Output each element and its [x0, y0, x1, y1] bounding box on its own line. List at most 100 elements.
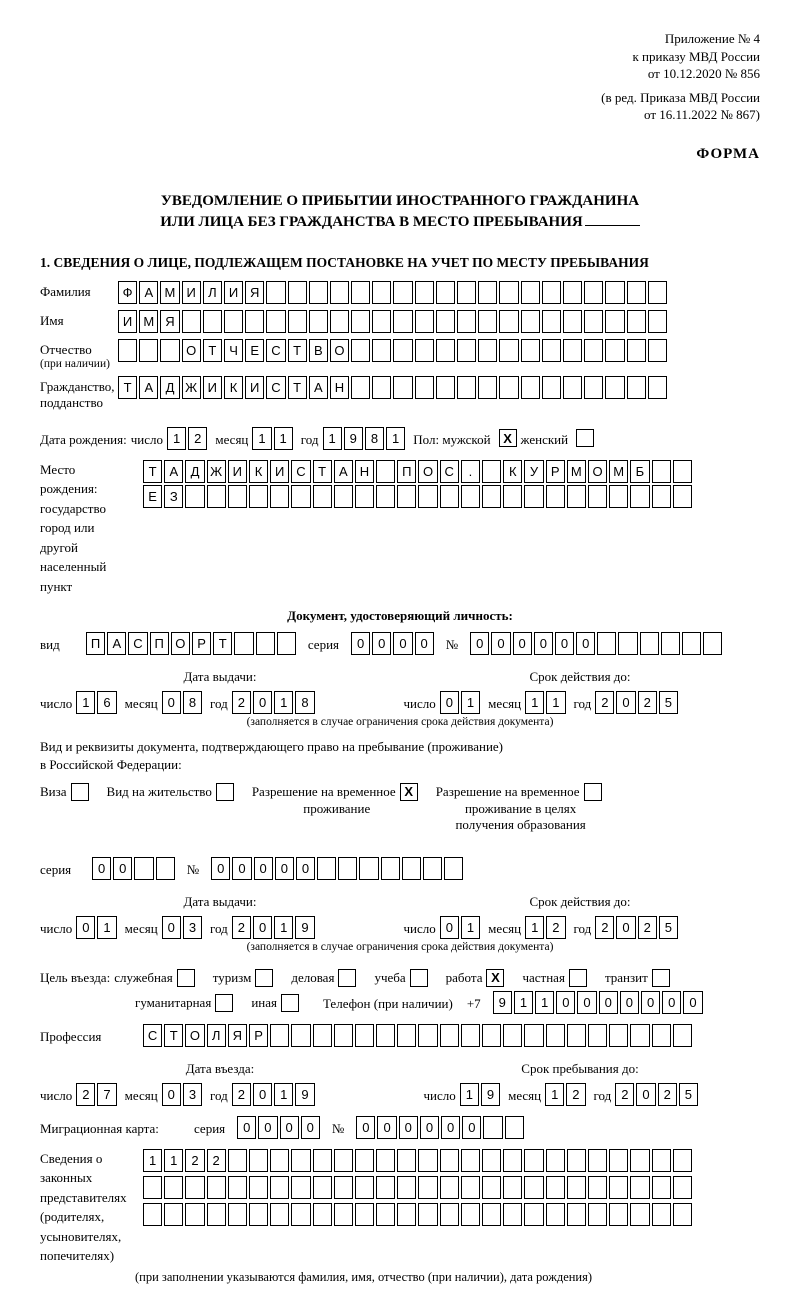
patronymic-box-17[interactable] — [478, 339, 497, 362]
patronymic-box-2[interactable] — [160, 339, 179, 362]
name-box-8[interactable] — [288, 310, 307, 333]
birthplace-r2-box-19[interactable] — [546, 485, 565, 508]
profession-box-25[interactable] — [673, 1024, 692, 1047]
migcard-number-box-1[interactable]: 0 — [377, 1116, 396, 1139]
doc-number-box-7[interactable] — [618, 632, 637, 655]
doc-issue-year-1[interactable]: 2 — [232, 691, 251, 714]
profession-box-14[interactable] — [440, 1024, 459, 1047]
patronymic-box-13[interactable] — [393, 339, 412, 362]
legalrep-r1-box-16[interactable] — [482, 1149, 501, 1172]
doc-seria-box-0[interactable]: 0 — [351, 632, 370, 655]
legalrep-r1-box-21[interactable] — [588, 1149, 607, 1172]
stay-month-2[interactable]: 2 — [566, 1083, 585, 1106]
birthplace-r2-box-12[interactable] — [397, 485, 416, 508]
perm-issue-month-1[interactable]: 0 — [162, 916, 181, 939]
phone-box-9[interactable]: 0 — [683, 991, 702, 1014]
profession-box-22[interactable] — [609, 1024, 628, 1047]
name-box-12[interactable] — [372, 310, 391, 333]
name-box-18[interactable] — [499, 310, 518, 333]
surname-box-5[interactable]: И — [224, 281, 243, 304]
birthplace-r1-box-3[interactable]: Ж — [207, 460, 226, 483]
legalrep-r1-box-3[interactable]: 2 — [207, 1149, 226, 1172]
profession-box-6[interactable] — [270, 1024, 289, 1047]
perm-expiry-year-4[interactable]: 5 — [659, 916, 678, 939]
name-box-21[interactable] — [563, 310, 582, 333]
legalrep-r3-box-23[interactable] — [630, 1203, 649, 1226]
birthplace-r2-box-22[interactable] — [609, 485, 628, 508]
birthplace-r2-box-10[interactable] — [355, 485, 374, 508]
doc-issue-month-1[interactable]: 0 — [162, 691, 181, 714]
doc-expiry-year-2[interactable]: 0 — [616, 691, 635, 714]
legalrep-r1-box-1[interactable]: 1 — [164, 1149, 183, 1172]
phone-box-1[interactable]: 1 — [514, 991, 533, 1014]
surname-box-14[interactable] — [415, 281, 434, 304]
doc-vid-box-1[interactable]: А — [107, 632, 126, 655]
doc-expiry-year-3[interactable]: 2 — [638, 691, 657, 714]
legalrep-r2-box-5[interactable] — [249, 1176, 268, 1199]
citizenship-box-23[interactable] — [605, 376, 624, 399]
surname-box-4[interactable]: Л — [203, 281, 222, 304]
doc-seria-box-3[interactable]: 0 — [415, 632, 434, 655]
legalrep-r1-box-5[interactable] — [249, 1149, 268, 1172]
surname-box-12[interactable] — [372, 281, 391, 304]
profession-box-8[interactable] — [313, 1024, 332, 1047]
birth-month-box-1[interactable]: 1 — [252, 427, 271, 450]
profession-box-23[interactable] — [630, 1024, 649, 1047]
legalrep-r3-box-4[interactable] — [228, 1203, 247, 1226]
citizenship-box-15[interactable] — [436, 376, 455, 399]
legalrep-r1-box-2[interactable]: 2 — [185, 1149, 204, 1172]
purpose-transit-checkbox[interactable] — [652, 969, 670, 987]
perm-number-box-7[interactable] — [359, 857, 378, 880]
legalrep-r2-box-6[interactable] — [270, 1176, 289, 1199]
doc-expiry-month-1[interactable]: 1 — [525, 691, 544, 714]
legalrep-r2-box-24[interactable] — [652, 1176, 671, 1199]
birth-year-box-1[interactable]: 1 — [323, 427, 342, 450]
perm-number-box-6[interactable] — [338, 857, 357, 880]
surname-box-11[interactable] — [351, 281, 370, 304]
name-box-19[interactable] — [521, 310, 540, 333]
surname-box-24[interactable] — [627, 281, 646, 304]
perm-seria-box-0[interactable]: 0 — [92, 857, 111, 880]
profession-box-7[interactable] — [291, 1024, 310, 1047]
name-box-10[interactable] — [330, 310, 349, 333]
birthplace-r2-box-4[interactable] — [228, 485, 247, 508]
purpose-other[interactable]: иная — [251, 994, 303, 1012]
perm-number-box-9[interactable] — [402, 857, 421, 880]
citizenship-box-13[interactable] — [393, 376, 412, 399]
doc-number-box-0[interactable]: 0 — [470, 632, 489, 655]
surname-box-16[interactable] — [457, 281, 476, 304]
legalrep-r1-box-4[interactable] — [228, 1149, 247, 1172]
name-box-1[interactable]: М — [139, 310, 158, 333]
birth-day-box-2[interactable]: 2 — [188, 427, 207, 450]
citizenship-box-19[interactable] — [521, 376, 540, 399]
surname-box-0[interactable]: Ф — [118, 281, 137, 304]
entry-year-1[interactable]: 2 — [232, 1083, 251, 1106]
citizenship-box-7[interactable]: С — [266, 376, 285, 399]
name-box-25[interactable] — [648, 310, 667, 333]
birthplace-r1-box-2[interactable]: Д — [185, 460, 204, 483]
name-box-4[interactable] — [203, 310, 222, 333]
birthplace-r2-box-9[interactable] — [334, 485, 353, 508]
stay-day-1[interactable]: 1 — [460, 1083, 479, 1106]
legalrep-r2-box-21[interactable] — [588, 1176, 607, 1199]
name-box-13[interactable] — [393, 310, 412, 333]
profession-box-1[interactable]: Т — [164, 1024, 183, 1047]
profession-box-10[interactable] — [355, 1024, 374, 1047]
birthplace-r1-box-21[interactable]: О — [588, 460, 607, 483]
perm-issue-year-2[interactable]: 0 — [253, 916, 272, 939]
patronymic-box-3[interactable]: О — [182, 339, 201, 362]
legalrep-r2-box-20[interactable] — [567, 1176, 586, 1199]
purpose-work-checkbox[interactable]: X — [486, 969, 504, 987]
stay-year-4[interactable]: 5 — [679, 1083, 698, 1106]
profession-box-19[interactable] — [546, 1024, 565, 1047]
surname-box-8[interactable] — [288, 281, 307, 304]
name-box-24[interactable] — [627, 310, 646, 333]
patronymic-box-11[interactable] — [351, 339, 370, 362]
legalrep-r1-box-19[interactable] — [546, 1149, 565, 1172]
legalrep-r3-box-17[interactable] — [503, 1203, 522, 1226]
legalrep-r2-box-14[interactable] — [440, 1176, 459, 1199]
